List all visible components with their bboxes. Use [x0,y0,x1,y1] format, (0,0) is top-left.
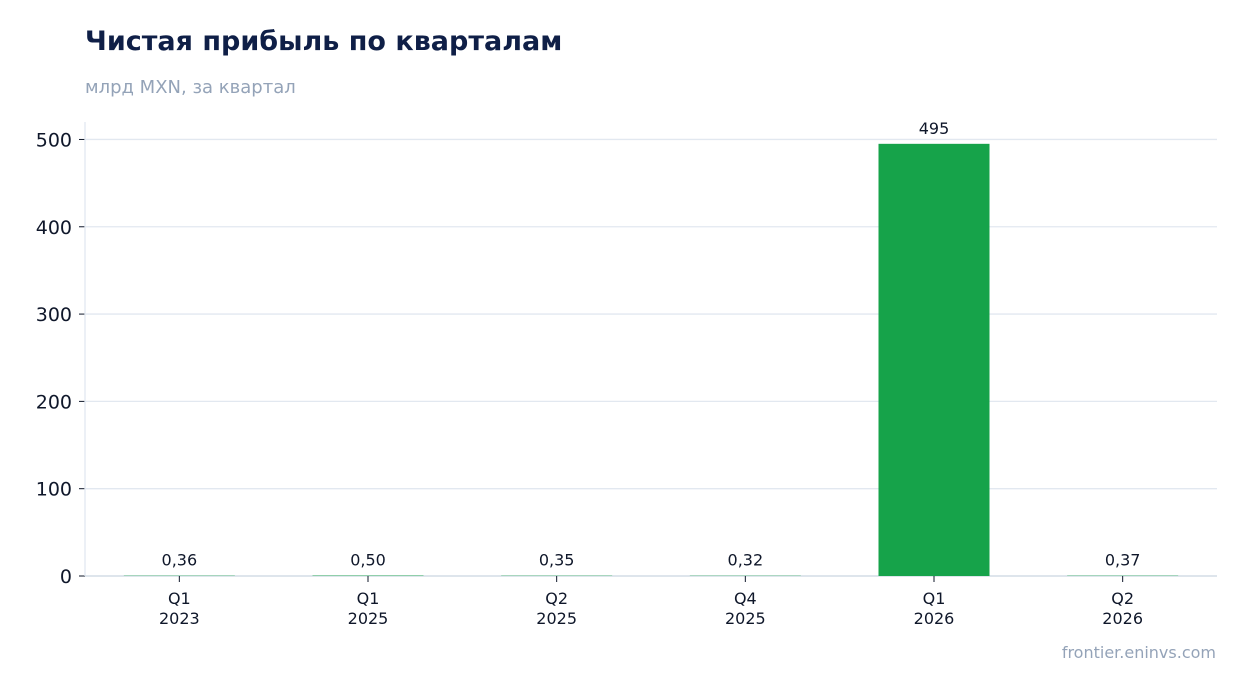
data-labels: 0,36 0,50 0,35 0,32 495 0,37 [162,119,1141,570]
data-label: 0,36 [162,551,198,570]
x-tick-label: Q1 [357,589,380,608]
y-tick-label: 100 [36,479,72,501]
x-tick-label: 2025 [348,609,389,628]
x-tick-label: 2023 [159,609,200,628]
source-credit: frontier.eninvs.com [1061,643,1216,662]
x-tick-label: Q4 [734,589,757,608]
data-label: 0,32 [728,551,764,570]
y-tick-label: 500 [36,129,72,151]
data-label: 0,35 [539,551,575,570]
y-tick-label: 400 [36,217,72,239]
x-tick-label: Q2 [545,589,568,608]
bars [123,143,1179,577]
axes: 0100200300400500Q12023Q12025Q22025Q42025… [36,122,1217,628]
x-tick-label: 2025 [536,609,577,628]
y-tick-label: 200 [36,391,72,413]
chart-title: Чистая прибыль по кварталам [85,26,563,57]
bar [878,143,990,577]
x-tick-label: 2026 [914,609,955,628]
y-tick-label: 0 [60,566,72,588]
data-label: 495 [919,119,950,138]
chart-subtitle: млрд MXN, за квартал [85,77,296,98]
data-label: 0,37 [1105,551,1141,570]
x-tick-label: Q1 [168,589,191,608]
y-tick-label: 300 [36,304,72,326]
x-tick-label: Q2 [1111,589,1134,608]
data-label: 0,50 [350,551,386,570]
x-tick-label: 2025 [725,609,766,628]
x-tick-label: Q1 [923,589,946,608]
gridlines [85,138,1217,490]
x-tick-label: 2026 [1102,609,1143,628]
